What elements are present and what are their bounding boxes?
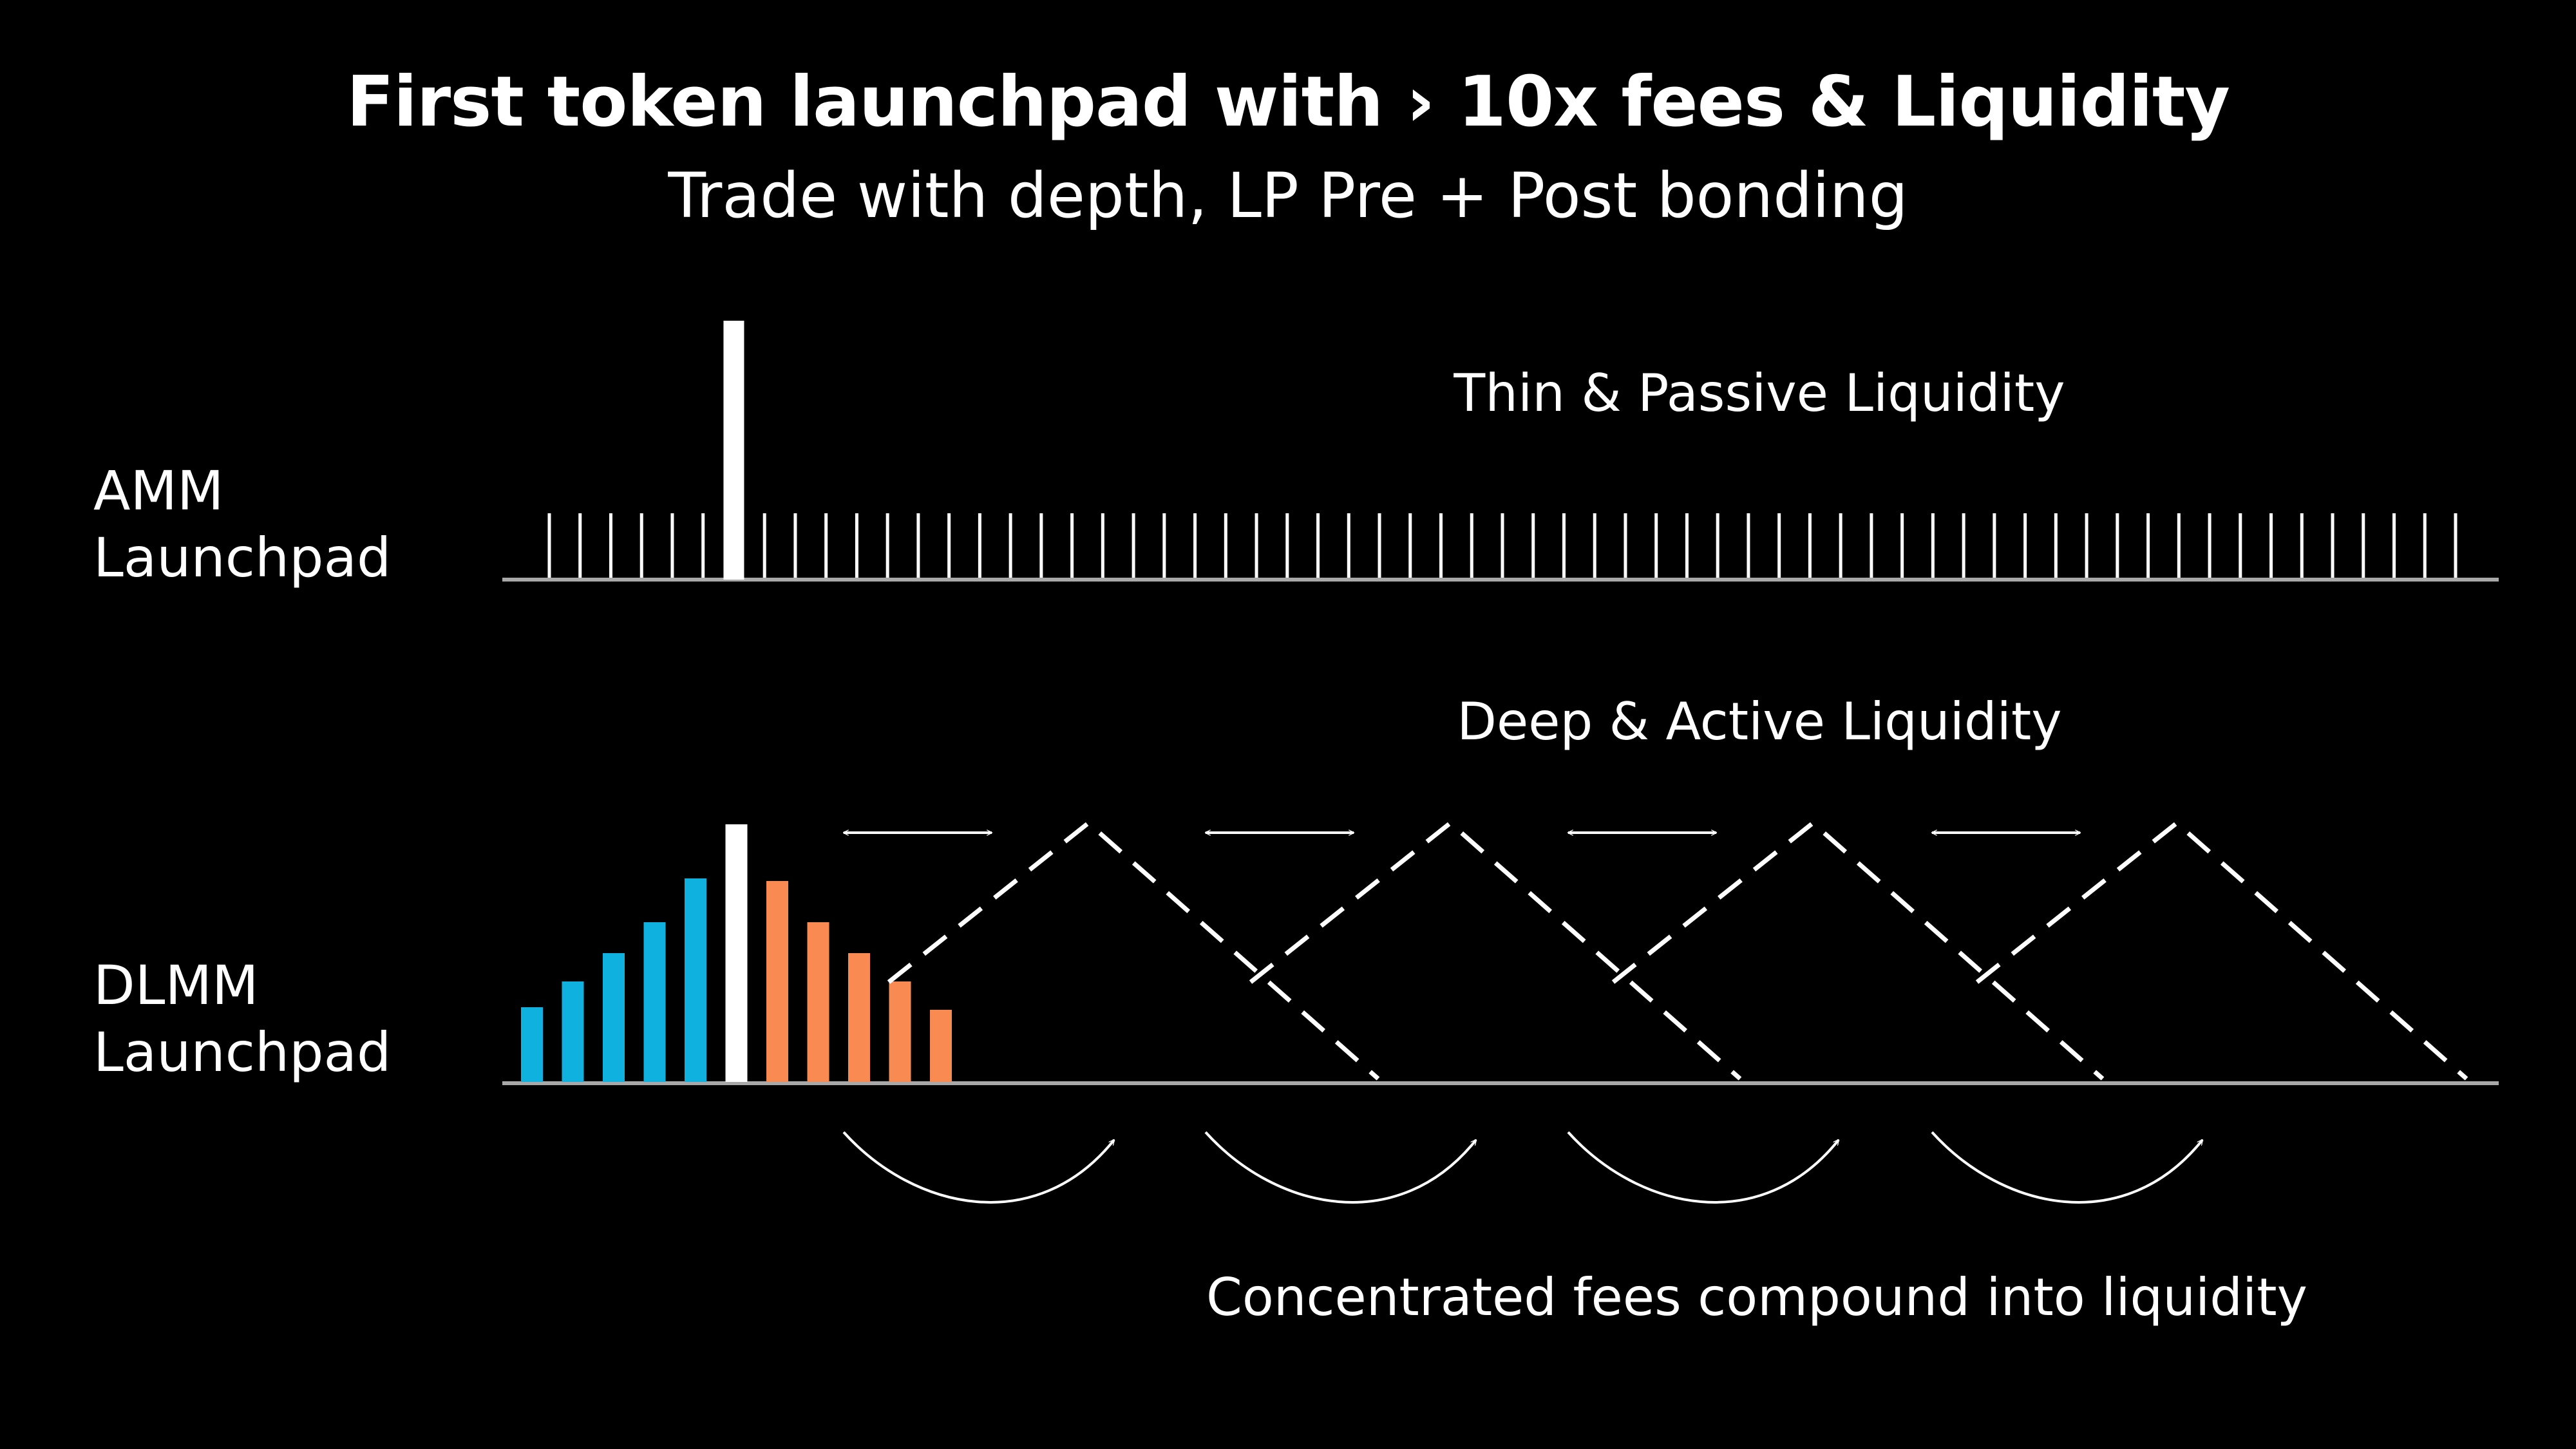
amm-caption: Thin & Passive Liquidity bbox=[1454, 363, 2065, 423]
dlmm-caption: Deep & Active Liquidity bbox=[1457, 692, 2062, 752]
dlmm-bid-bin bbox=[521, 1007, 543, 1082]
curved-arrow-icon bbox=[1204, 1131, 1477, 1204]
curved-arrow-icon bbox=[1567, 1131, 1840, 1204]
dlmm-label-line1: DLMM bbox=[93, 954, 259, 1017]
page-title: First token launchpad with › 10x fees & … bbox=[346, 62, 2230, 142]
dlmm-bid-bin bbox=[603, 953, 625, 1082]
dlmm-liquidity-chart bbox=[502, 824, 2499, 1085]
fees-caption: Concentrated fees compound into liquidit… bbox=[1206, 1267, 2307, 1327]
amm-launchpad-label: AMM Launchpad bbox=[93, 457, 391, 591]
amm-active-price-bar bbox=[723, 321, 744, 580]
dlmm-shifted-liquidity-shape bbox=[1975, 820, 2468, 1081]
amm-label-line2: Launchpad bbox=[93, 526, 392, 589]
amm-label-line1: AMM bbox=[93, 459, 224, 522]
curved-arrow-icon bbox=[842, 1131, 1115, 1204]
dlmm-shifted-liquidity-shape bbox=[887, 820, 1380, 1081]
dlmm-ask-bin bbox=[807, 922, 829, 1082]
dlmm-ask-bin bbox=[848, 953, 870, 1082]
curved-arrow-icon bbox=[1931, 1131, 2204, 1204]
page-subtitle: Trade with depth, LP Pre + Post bonding bbox=[668, 160, 1908, 232]
dlmm-bid-bin bbox=[685, 878, 706, 1082]
dlmm-bid-bin bbox=[643, 922, 666, 1082]
dlmm-launchpad-label: DLMM Launchpad bbox=[93, 952, 391, 1086]
dlmm-ask-bin bbox=[889, 981, 911, 1082]
dlmm-label-line2: Launchpad bbox=[93, 1021, 392, 1084]
dlmm-shifted-liquidity-shape bbox=[1611, 820, 2105, 1081]
dlmm-shifted-liquidity-shape bbox=[1249, 820, 1742, 1081]
dlmm-bid-bin bbox=[562, 981, 584, 1082]
amm-liquidity-chart bbox=[502, 321, 2499, 582]
dlmm-active-bin bbox=[725, 824, 748, 1082]
dlmm-ask-bin bbox=[930, 1010, 952, 1082]
dlmm-ask-bin bbox=[766, 881, 788, 1082]
liquidity-shift-group bbox=[842, 820, 2468, 1204]
